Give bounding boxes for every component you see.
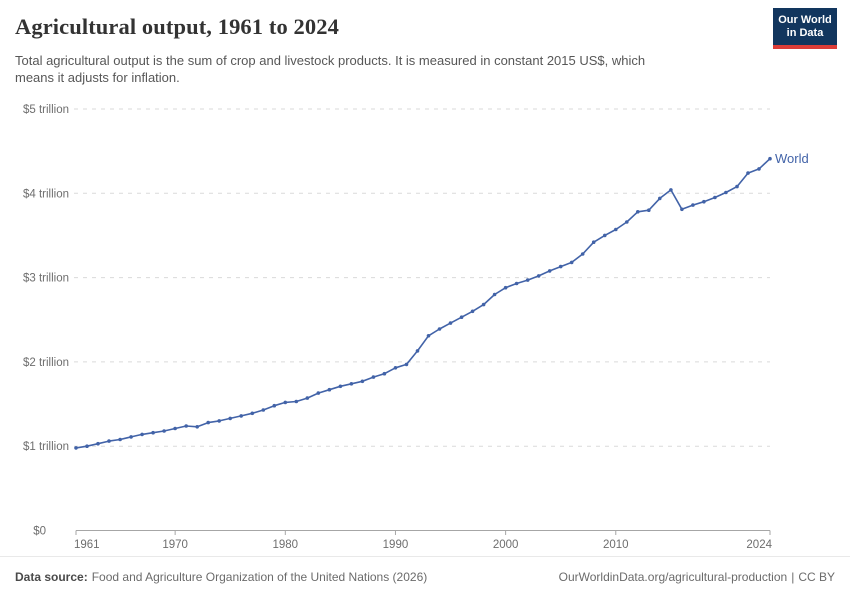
data-point-1989: [382, 371, 387, 376]
data-point-2021: [735, 184, 739, 189]
data-point-1973: [206, 420, 210, 425]
footer-links: OurWorldinData.org/agricultural-producti…: [559, 570, 835, 584]
data-source-label: Data source:: [15, 570, 88, 584]
x-tick-label: 2024: [746, 539, 772, 551]
data-point-1983: [316, 391, 321, 395]
data-point-1990: [393, 366, 398, 370]
data-point-1969: [162, 429, 166, 433]
x-tick-label: 1990: [383, 539, 409, 551]
data-point-1981: [294, 399, 299, 404]
footer-license-link[interactable]: CC BY: [798, 570, 835, 584]
data-point-1971: [184, 424, 188, 428]
data-point-2020: [724, 190, 728, 195]
data-point-1998: [481, 302, 486, 307]
data-point-1992: [415, 349, 420, 353]
y-tick-label: $0: [33, 526, 46, 538]
x-tick-label: 1961: [74, 539, 100, 551]
data-point-1987: [360, 379, 365, 384]
data-point-2009: [603, 233, 607, 238]
data-point-1985: [338, 384, 343, 389]
data-point-1962: [85, 444, 89, 449]
data-source: Data source: Food and Agriculture Organiz…: [15, 570, 427, 584]
page-title: Agricultural output, 1961 to 2024: [15, 14, 339, 39]
y-tick-label: $5 trillion: [23, 104, 69, 116]
data-point-1963: [96, 441, 100, 446]
y-tick-label: $1 trillion: [23, 441, 69, 453]
data-point-1972: [195, 425, 199, 429]
data-point-1977: [250, 411, 255, 416]
data-point-1966: [129, 435, 133, 439]
subtitle-line-2: means it adjusts for inflation.: [15, 70, 180, 85]
data-point-2010: [614, 227, 618, 232]
data-point-1986: [349, 382, 354, 386]
data-point-1999: [492, 292, 497, 297]
data-point-1968: [151, 430, 155, 435]
data-point-2022: [746, 171, 750, 175]
data-point-1980: [283, 400, 288, 405]
subtitle-line-1: Total agricultural output is the sum of …: [15, 53, 646, 68]
data-point-2000: [503, 285, 508, 290]
data-source-text: Food and Agriculture Organization of the…: [91, 570, 428, 584]
data-point-1997: [470, 309, 475, 314]
data-point-2018: [702, 199, 706, 204]
x-tick-label: 2010: [603, 539, 629, 551]
footer-canonical-link[interactable]: OurWorldinData.org/agricultural-producti…: [558, 570, 788, 584]
logo-line-1: Our World: [778, 14, 832, 26]
y-tick-label: $2 trillion: [23, 357, 69, 369]
data-point-1984: [327, 387, 332, 392]
x-tick-label: 1980: [273, 539, 299, 551]
data-point-1982: [305, 396, 310, 400]
data-point-1988: [371, 375, 376, 379]
data-point-1965: [118, 437, 122, 442]
data-point-2016: [680, 207, 684, 212]
data-point-1993: [426, 334, 431, 338]
data-point-2001: [514, 281, 519, 286]
data-point-2003: [536, 274, 541, 278]
data-point-2015: [669, 188, 673, 192]
chart-footer: Data source: Food and Agriculture Organiz…: [0, 556, 850, 600]
data-point-2019: [713, 195, 717, 200]
data-point-1961: [74, 446, 78, 450]
data-point-2024: [768, 156, 772, 161]
data-point-2002: [525, 278, 530, 282]
data-point-2008: [591, 240, 596, 244]
data-point-2005: [558, 264, 563, 269]
data-point-2011: [625, 220, 629, 224]
owid-logo[interactable]: Our World in Data: [773, 8, 837, 49]
y-tick-label: $4 trillion: [23, 188, 69, 200]
data-point-1994: [437, 327, 442, 331]
series-label-world[interactable]: World: [775, 151, 809, 166]
data-point-2013: [647, 208, 651, 212]
data-point-2014: [658, 196, 662, 201]
data-point-1995: [448, 321, 453, 325]
data-point-2023: [757, 167, 761, 171]
chart-subtitle: Total agricultural output is the sum of …: [15, 52, 645, 86]
data-point-1979: [272, 403, 277, 408]
logo-line-2: in Data: [786, 27, 824, 39]
data-point-1976: [239, 414, 243, 418]
data-point-2017: [691, 203, 695, 207]
data-point-1974: [217, 419, 221, 423]
data-point-2004: [547, 269, 552, 273]
data-point-1991: [404, 362, 409, 367]
data-point-1975: [228, 416, 232, 421]
x-tick-label: 1970: [162, 539, 188, 551]
footer-separator: |: [791, 570, 795, 584]
data-point-1967: [140, 432, 144, 437]
x-tick-label: 2000: [493, 539, 519, 551]
data-point-1996: [459, 315, 464, 320]
y-tick-label: $3 trillion: [23, 273, 69, 285]
data-point-2006: [569, 260, 574, 265]
data-point-1964: [107, 439, 111, 443]
data-point-1970: [173, 426, 177, 431]
world-series-line[interactable]: [75, 158, 771, 449]
data-point-2007: [580, 252, 585, 256]
data-point-1978: [261, 408, 266, 412]
data-point-2012: [636, 210, 640, 214]
